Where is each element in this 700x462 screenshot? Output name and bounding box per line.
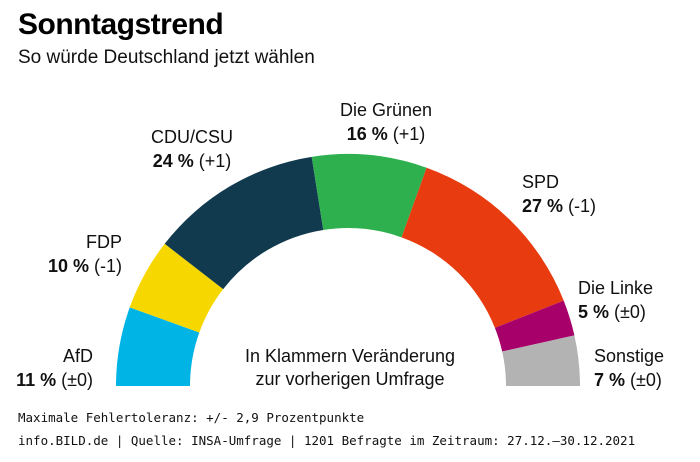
chart-segments	[116, 154, 580, 386]
segment-fdp	[129, 243, 224, 333]
chart-title: Sonntagstrend	[18, 8, 224, 41]
label-name-spd: SPD	[522, 172, 559, 192]
label-name-fdp: FDP	[86, 232, 122, 252]
label-value-spd: 27 % (-1)	[522, 196, 596, 216]
change-note-line-1: In Klammern Veränderung	[244, 346, 456, 366]
segment-afd	[116, 307, 200, 386]
change-note: In Klammern Veränderung zur vorherigen U…	[215, 345, 485, 391]
label-name-afd: AfD	[63, 346, 93, 366]
segment-die-linke	[494, 300, 575, 352]
label-value-afd: 11 % (±0)	[16, 370, 93, 390]
chart-subtitle: So würde Deutschland jetzt wählen	[18, 47, 315, 68]
label-name-sonstige: Sonstige	[594, 346, 664, 366]
segment-sonstige	[502, 335, 580, 386]
label-value-sonstige: 7 % (±0)	[594, 370, 662, 390]
segment-cdu-csu	[164, 156, 324, 290]
segment-die-grünen	[311, 154, 427, 238]
footer-source: info.BILD.de | Quelle: INSA-Umfrage | 12…	[18, 433, 636, 448]
footer-error-tolerance: Maximale Fehlertoleranz: +/- 2,9 Prozent…	[18, 410, 365, 425]
label-value-die-linke: 5 % (±0)	[578, 302, 646, 322]
label-value-fdp: 10 % (-1)	[48, 256, 122, 276]
segment-spd	[401, 167, 564, 328]
label-name-die-linke: Die Linke	[578, 278, 653, 298]
change-note-line-2: zur vorherigen Umfrage	[255, 369, 445, 389]
label-name-cdu-csu: CDU/CSU	[151, 127, 233, 147]
label-name-die-grünen: Die Grünen	[340, 100, 432, 120]
label-value-cdu-csu: 24 % (+1)	[153, 151, 232, 171]
chart-labels: AfD 11 % (±0) FDP 10 % (-1) CDU/CSU 24 % (+1)…	[16, 100, 664, 390]
label-value-die-grünen: 16 % (+1)	[347, 124, 426, 144]
